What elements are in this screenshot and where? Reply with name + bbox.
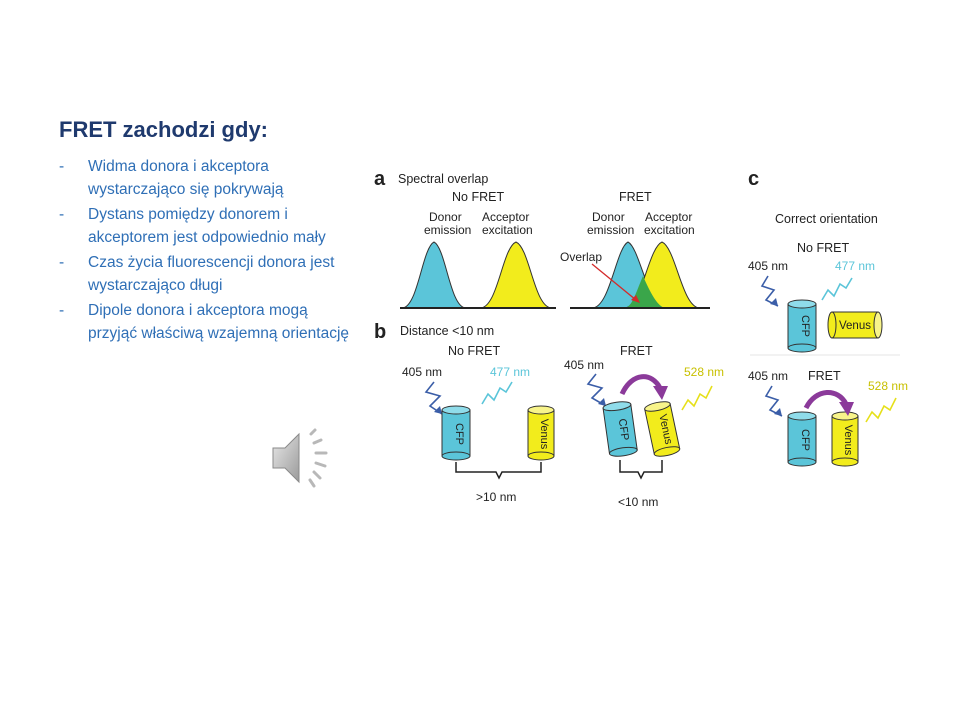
overlap-label: Overlap bbox=[560, 250, 602, 264]
venus-cylinder-c-horizontal: Venus bbox=[827, 311, 883, 339]
c-em-477: 477 nm bbox=[835, 259, 875, 273]
bullet-text: Dystans pomiędzy donorem i akceptorem je… bbox=[88, 206, 326, 246]
c-ex-405-bottom: 405 nm bbox=[748, 369, 788, 383]
acceptor-label-left-2: excitation bbox=[482, 223, 533, 237]
panel-c-letter: c bbox=[748, 168, 759, 190]
bullet-text: Widma donora i akceptora wystarczająco s… bbox=[88, 158, 284, 198]
bracket-far bbox=[455, 462, 542, 480]
panel-b-no-fret-label: No FRET bbox=[448, 344, 500, 358]
panel-a-fret-label: FRET bbox=[619, 190, 652, 204]
b-em-528: 528 nm bbox=[684, 365, 724, 379]
bullet-text: Dipole donora i akceptora mogą przyjąć w… bbox=[88, 302, 350, 342]
b-ex-405-left: 405 nm bbox=[402, 365, 442, 379]
cfp-label: CFP bbox=[799, 315, 811, 337]
acceptor-label-right-2: excitation bbox=[644, 223, 695, 237]
venus-cylinder-c-bottom: Venus bbox=[831, 411, 859, 467]
panel-b-heading: Distance <10 nm bbox=[400, 324, 494, 338]
donor-label-left: Donor bbox=[429, 210, 462, 224]
b-ex-405-right: 405 nm bbox=[564, 358, 604, 372]
cfp-cylinder-b-right: CFP bbox=[602, 401, 638, 457]
acceptor-label-right: Acceptor bbox=[645, 210, 692, 224]
venus-label: Venus bbox=[842, 425, 854, 456]
zigzag-528-c bbox=[865, 397, 897, 423]
acceptor-spectrum-left bbox=[479, 241, 553, 309]
bullet-marker: - bbox=[59, 302, 65, 319]
bullet-item: - Czas życia fluorescencji donora jest wy… bbox=[59, 251, 359, 297]
acceptor-label-left: Acceptor bbox=[482, 210, 529, 224]
panel-c-fret-label: FRET bbox=[808, 369, 841, 383]
panel-a-letter: a bbox=[374, 168, 386, 190]
b-em-477: 477 nm bbox=[490, 365, 530, 379]
panel-c-heading: Correct orientation bbox=[775, 212, 878, 226]
donor-spectrum-left bbox=[401, 241, 467, 309]
c-em-528: 528 nm bbox=[868, 379, 908, 393]
venus-label: Venus bbox=[839, 320, 871, 332]
cfp-label: CFP bbox=[799, 429, 811, 451]
zigzag-405-b-left bbox=[424, 381, 443, 415]
venus-cylinder-b-left: Venus bbox=[527, 405, 555, 461]
venus-cylinder-b-right: Venus bbox=[644, 401, 681, 457]
zigzag-405-c-top bbox=[760, 275, 779, 307]
bullet-list: - Widma donora i akceptora wystarczająco … bbox=[59, 155, 359, 347]
zigzag-405-c-bottom bbox=[764, 385, 783, 417]
cfp-cylinder-c-top: CFP bbox=[787, 299, 817, 353]
cfp-label: CFP bbox=[453, 423, 465, 445]
zigzag-477-c bbox=[821, 277, 853, 301]
venus-label: Venus bbox=[538, 419, 550, 450]
zigzag-477-b bbox=[481, 381, 513, 405]
panel-a-no-fret-label: No FRET bbox=[452, 190, 504, 204]
panel-b-letter: b bbox=[374, 321, 386, 343]
speaker-icon[interactable] bbox=[268, 426, 338, 495]
distance-near-label: <10 nm bbox=[618, 495, 658, 509]
energy-transfer-arrow-c bbox=[803, 390, 849, 410]
cfp-cylinder-c-bottom: CFP bbox=[787, 411, 817, 467]
cfp-cylinder-b-left: CFP bbox=[441, 405, 471, 461]
bullet-marker: - bbox=[59, 254, 65, 271]
bullet-marker: - bbox=[59, 158, 65, 175]
zigzag-405-b-right bbox=[586, 373, 607, 407]
bullet-marker: - bbox=[59, 206, 65, 223]
distance-far-label: >10 nm bbox=[476, 490, 516, 504]
slide-title: FRET zachodzi gdy: bbox=[59, 117, 268, 142]
panel-b-fret-label: FRET bbox=[620, 344, 653, 358]
bullet-text: Czas życia fluorescencji donora jest wys… bbox=[88, 254, 335, 294]
overlap-arrow bbox=[591, 263, 637, 301]
fret-figure: a Spectral overlap No FRET FRET Donor em… bbox=[374, 168, 908, 509]
cfp-label: CFP bbox=[616, 418, 631, 441]
donor-label-right: Donor bbox=[592, 210, 625, 224]
energy-transfer-arrow-b bbox=[619, 374, 663, 396]
bullet-item: - Dipole donora i akceptora mogą przyjąć … bbox=[59, 299, 359, 345]
panel-c-no-fret-label: No FRET bbox=[797, 241, 849, 255]
c-ex-405-top: 405 nm bbox=[748, 259, 788, 273]
zigzag-528-b bbox=[681, 385, 713, 411]
bullet-item: - Dystans pomiędzy donorem i akceptorem j… bbox=[59, 203, 359, 249]
bracket-near bbox=[619, 460, 663, 480]
donor-label-left-2: emission bbox=[424, 223, 471, 237]
bullet-item: - Widma donora i akceptora wystarczająco … bbox=[59, 155, 359, 201]
panel-a-heading: Spectral overlap bbox=[398, 172, 488, 186]
donor-label-right-2: emission bbox=[587, 223, 634, 237]
